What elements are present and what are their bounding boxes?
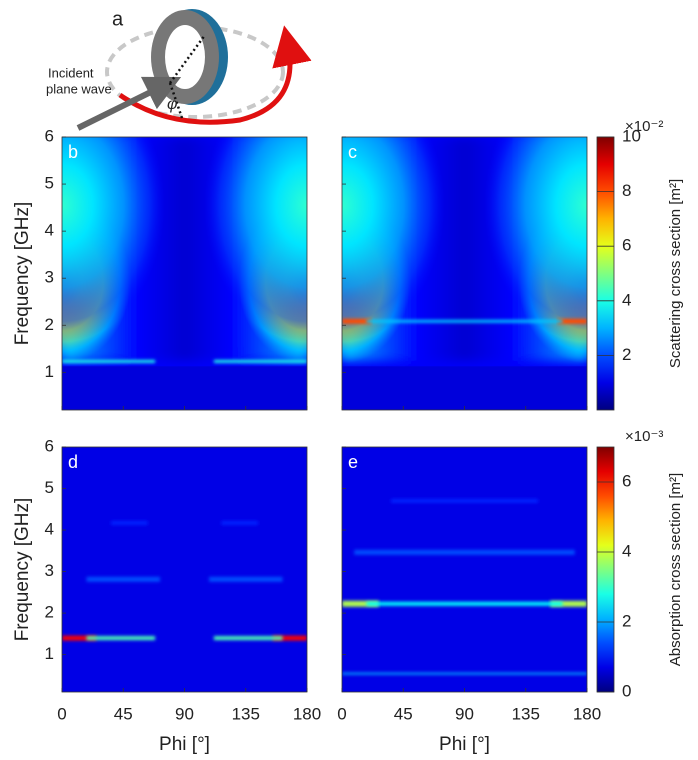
heatmap [342,137,587,410]
colorbar-scale: ×10⁻² [625,118,663,135]
heatmap-band [550,600,587,607]
y-axis-label: Frequency [GHz] [12,498,33,642]
panel-label: c [348,142,357,162]
panel-label: e [348,452,358,472]
heatmap [342,447,587,692]
schematic: a Incident plane wave φ [46,8,312,131]
heatmap-band [342,600,379,607]
x-tick-label: 180 [293,704,321,723]
annotation: Incident [48,65,94,80]
x-tick-label: 45 [114,704,133,723]
y-axis-label: Frequency [GHz] [12,202,33,346]
y-tick-label: 2 [45,603,54,622]
colorbar-tick-label: 0 [622,681,631,700]
y-tick-label: 4 [45,520,54,539]
y-tick-label: 1 [45,644,54,663]
heatmap-band [209,576,283,582]
heatmap-field [342,137,445,342]
x-axis-label: Phi [°] [159,734,210,755]
heatmap-field [62,366,307,410]
heatmap-band [272,635,307,641]
heatmap-background [62,447,307,692]
colorbar-scale: ×10⁻³ [625,428,663,445]
colorbar [596,136,615,411]
heatmap-band [391,498,538,503]
x-tick-label: 0 [337,704,346,723]
heatmap-band [354,549,575,555]
y-tick-label: 3 [45,268,54,287]
heatmap-band [86,636,156,641]
y-tick-label: 5 [45,478,54,497]
heatmap-field [62,137,165,342]
heatmap-band [62,635,97,641]
heatmap-band [213,636,283,641]
heatmap-band [342,318,372,324]
heatmap-band [557,318,587,324]
x-tick-label: 0 [57,704,66,723]
x-tick-label: 135 [232,704,260,723]
y-tick-label: 4 [45,221,54,240]
colorbar-tick-label: 2 [622,611,631,630]
colorbar-tick-label: 2 [622,345,631,364]
heatmap-band [342,672,587,675]
heatmap-band [111,520,148,525]
x-tick-label: 180 [573,704,601,723]
colorbar [596,446,615,693]
y-tick-label: 3 [45,561,54,580]
colorbar-label: Absorption cross section [m²] [667,473,684,666]
heatmap-band [213,359,307,363]
x-tick-label: 45 [394,704,413,723]
heatmap-band [86,576,160,582]
heatmap-band [366,319,563,323]
ring-hole [165,25,205,89]
heatmap-band [366,601,563,606]
x-axis-label: Phi [°] [439,734,490,755]
heatmap-band [221,520,258,525]
y-tick-label: 1 [45,362,54,381]
rotation-arrow [118,25,312,125]
heatmap-field [484,137,587,342]
y-tick-label: 2 [45,315,54,334]
heatmap-field [204,137,307,342]
heatmap-band [62,359,156,363]
heatmap-field [342,366,587,410]
colorbar-tick-label: 6 [622,471,631,490]
panel-label: a [112,8,124,30]
y-tick-label: 5 [45,174,54,193]
x-tick-label: 90 [455,704,474,723]
incident-arrow [76,76,182,131]
panel-label: d [68,452,78,472]
x-tick-label: 90 [175,704,194,723]
y-tick-label: 6 [45,436,54,455]
x-tick-label: 135 [512,704,540,723]
colorbar-tick-label: 10 [622,126,641,145]
colorbar-tick-label: 6 [622,236,631,255]
colorbar-label: Scattering cross section [m²] [667,179,684,368]
annotation: plane wave [46,81,112,96]
y-tick-label: 6 [45,126,54,145]
heatmap [62,137,307,410]
angle-label: φ [167,96,177,113]
heatmap-background [342,447,587,692]
panel-label: b [68,142,78,162]
axis-line [168,82,184,119]
colorbar-tick-label: 8 [622,181,631,200]
heatmap [62,447,307,692]
colorbar-tick-label: 4 [622,290,631,309]
colorbar-tick-label: 4 [622,541,631,560]
